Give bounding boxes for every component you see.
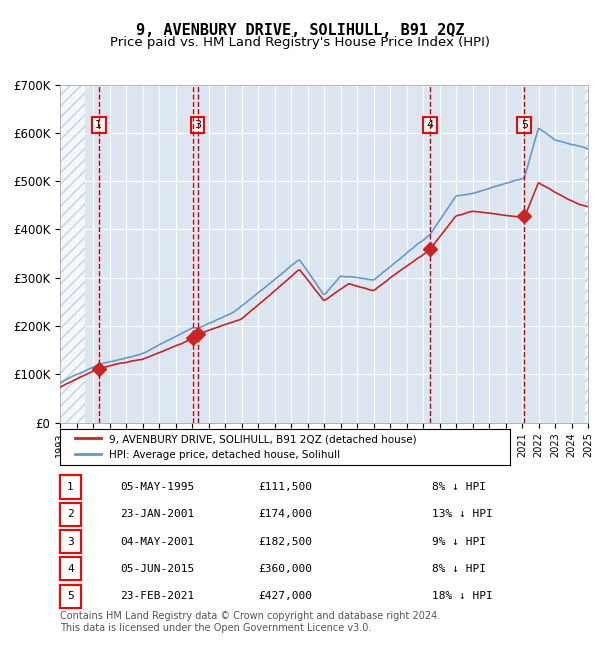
- Text: £182,500: £182,500: [258, 537, 312, 547]
- Text: Contains HM Land Registry data © Crown copyright and database right 2024.
This d: Contains HM Land Registry data © Crown c…: [60, 611, 440, 632]
- Text: 1: 1: [67, 482, 74, 492]
- Text: 8% ↓ HPI: 8% ↓ HPI: [432, 482, 486, 492]
- Text: 9% ↓ HPI: 9% ↓ HPI: [432, 537, 486, 547]
- Text: 23-JAN-2001: 23-JAN-2001: [120, 510, 194, 519]
- Text: Price paid vs. HM Land Registry's House Price Index (HPI): Price paid vs. HM Land Registry's House …: [110, 36, 490, 49]
- Bar: [60, 84, 85, 422]
- Text: 9, AVENBURY DRIVE, SOLIHULL, B91 2QZ: 9, AVENBURY DRIVE, SOLIHULL, B91 2QZ: [136, 23, 464, 38]
- Text: £427,000: £427,000: [258, 592, 312, 601]
- Text: £174,000: £174,000: [258, 510, 312, 519]
- Text: 3: 3: [67, 536, 74, 547]
- Text: 4: 4: [67, 564, 74, 574]
- Text: 05-JUN-2015: 05-JUN-2015: [120, 564, 194, 574]
- Text: 8% ↓ HPI: 8% ↓ HPI: [432, 564, 486, 574]
- Text: 2: 2: [67, 509, 74, 519]
- Bar: [60, 84, 85, 422]
- Text: 23-FEB-2021: 23-FEB-2021: [120, 592, 194, 601]
- Text: 3: 3: [194, 120, 201, 130]
- Text: 18% ↓ HPI: 18% ↓ HPI: [432, 592, 493, 601]
- Legend: 9, AVENBURY DRIVE, SOLIHULL, B91 2QZ (detached house), HPI: Average price, detac: 9, AVENBURY DRIVE, SOLIHULL, B91 2QZ (de…: [70, 428, 422, 465]
- Bar: [584, 84, 588, 422]
- Text: 04-MAY-2001: 04-MAY-2001: [120, 537, 194, 547]
- Text: 5: 5: [521, 120, 528, 130]
- Text: 1: 1: [95, 120, 102, 130]
- Text: 05-MAY-1995: 05-MAY-1995: [120, 482, 194, 492]
- Text: £360,000: £360,000: [258, 564, 312, 574]
- Text: 13% ↓ HPI: 13% ↓ HPI: [432, 510, 493, 519]
- Text: £111,500: £111,500: [258, 482, 312, 492]
- Text: 4: 4: [427, 120, 433, 130]
- Text: 5: 5: [67, 591, 74, 601]
